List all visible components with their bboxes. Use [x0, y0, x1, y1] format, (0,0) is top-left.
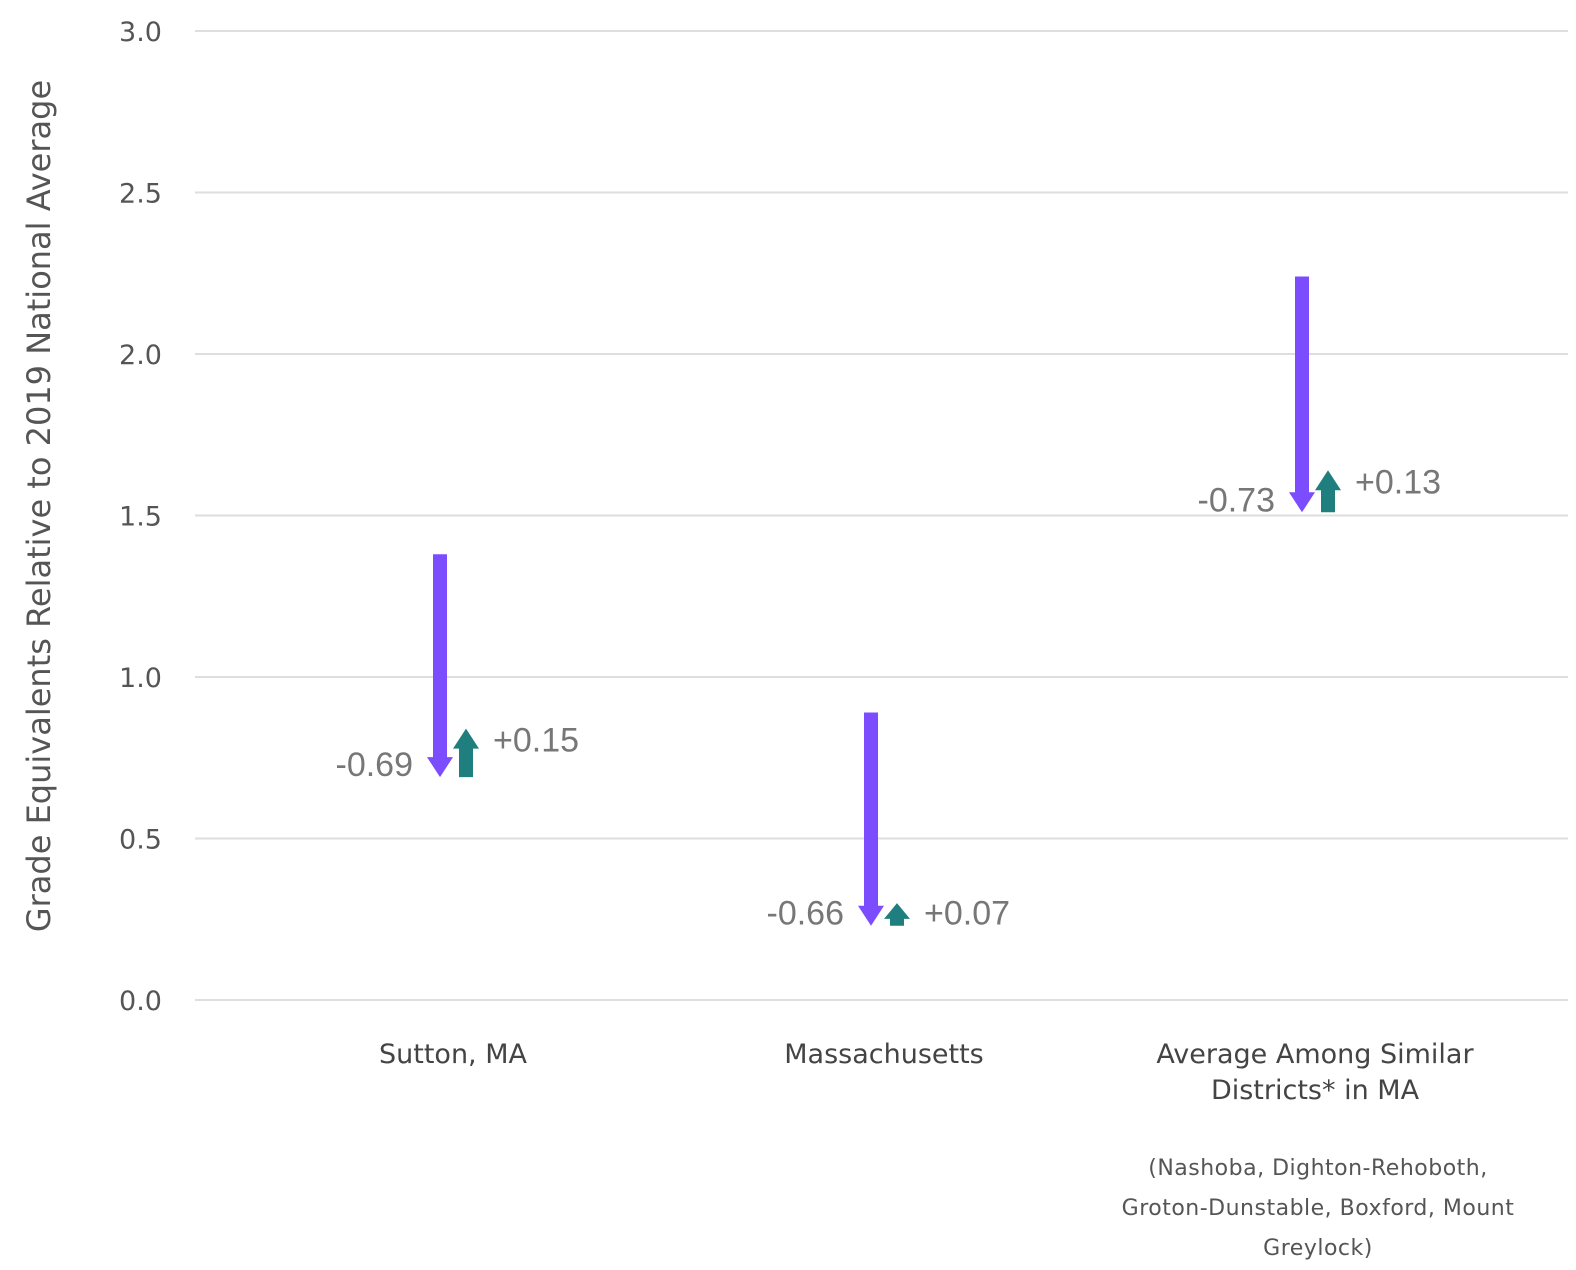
decline-arrow-2 [1289, 276, 1315, 513]
y-tick-label-3: 1.5 [119, 502, 162, 533]
y-tick-label-1: 0.5 [119, 825, 162, 856]
y-axis-ticks: 0.0 0.5 1.0 1.5 2.0 2.5 3.0 [119, 17, 162, 1017]
category-label-2-1: Districts* in MA [1211, 1075, 1420, 1106]
y-tick-label-4: 2.0 [119, 340, 162, 371]
recovery-label-2: +0.13 [1355, 463, 1441, 501]
category-labels: Sutton, MA Massachusetts Average Among Sim… [379, 1039, 1514, 1261]
y-tick-label-6: 3.0 [119, 17, 162, 48]
decline-label-1: -0.66 [767, 895, 845, 933]
category-group-2: -0.73 +0.13 [1198, 276, 1441, 519]
arrow-marks: -0.69 +0.15 -0.66 +0.07 -0.73 +0.13 [336, 276, 1441, 933]
recovery-label-1: +0.07 [924, 895, 1010, 933]
category-group-1: -0.66 +0.07 [767, 712, 1010, 933]
recovery-arrow-1 [884, 903, 910, 926]
recovery-arrow-2 [1315, 470, 1341, 513]
category-label-0-0: Sutton, MA [379, 1039, 528, 1070]
y-tick-label-0: 0.0 [119, 986, 162, 1017]
category-group-0: -0.69 +0.15 [336, 554, 579, 784]
category-label-2-0: Average Among Similar [1156, 1039, 1474, 1070]
category-note-2-0: (Nashoba, Dighton-Rehoboth, [1148, 1156, 1487, 1181]
decline-label-2: -0.73 [1198, 481, 1276, 519]
recovery-label-0: +0.15 [493, 722, 579, 760]
decline-label-0: -0.69 [336, 746, 414, 784]
y-tick-label-2: 1.0 [119, 663, 162, 694]
decline-arrow-1 [858, 712, 884, 926]
category-label-1-0: Massachusetts [784, 1039, 984, 1070]
category-note-2-1: Groton-Dunstable, Boxford, Mount [1122, 1196, 1515, 1221]
recovery-arrow-0 [453, 728, 479, 778]
y-tick-label-5: 2.5 [119, 179, 162, 210]
gridlines [195, 30, 1568, 1001]
category-note-2-2: Greylock) [1263, 1236, 1373, 1261]
y-axis-label: Grade Equivalents Relative to 2019 Natio… [20, 80, 58, 932]
decline-arrow-0 [427, 554, 453, 778]
